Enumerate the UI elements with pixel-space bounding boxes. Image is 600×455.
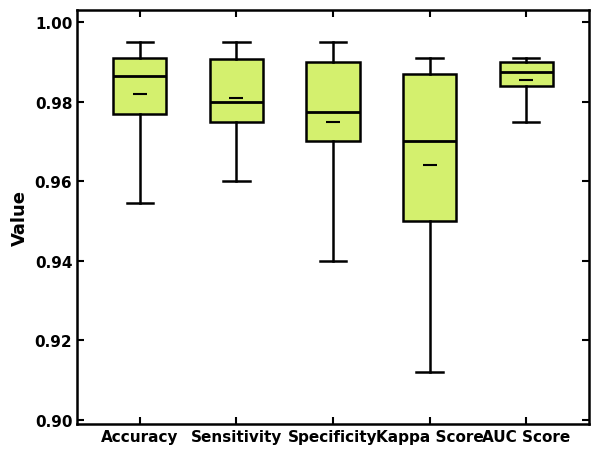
Y-axis label: Value: Value [11,190,29,246]
PathPatch shape [307,63,359,142]
PathPatch shape [500,63,553,86]
PathPatch shape [403,75,456,222]
PathPatch shape [113,59,166,114]
PathPatch shape [210,60,263,122]
